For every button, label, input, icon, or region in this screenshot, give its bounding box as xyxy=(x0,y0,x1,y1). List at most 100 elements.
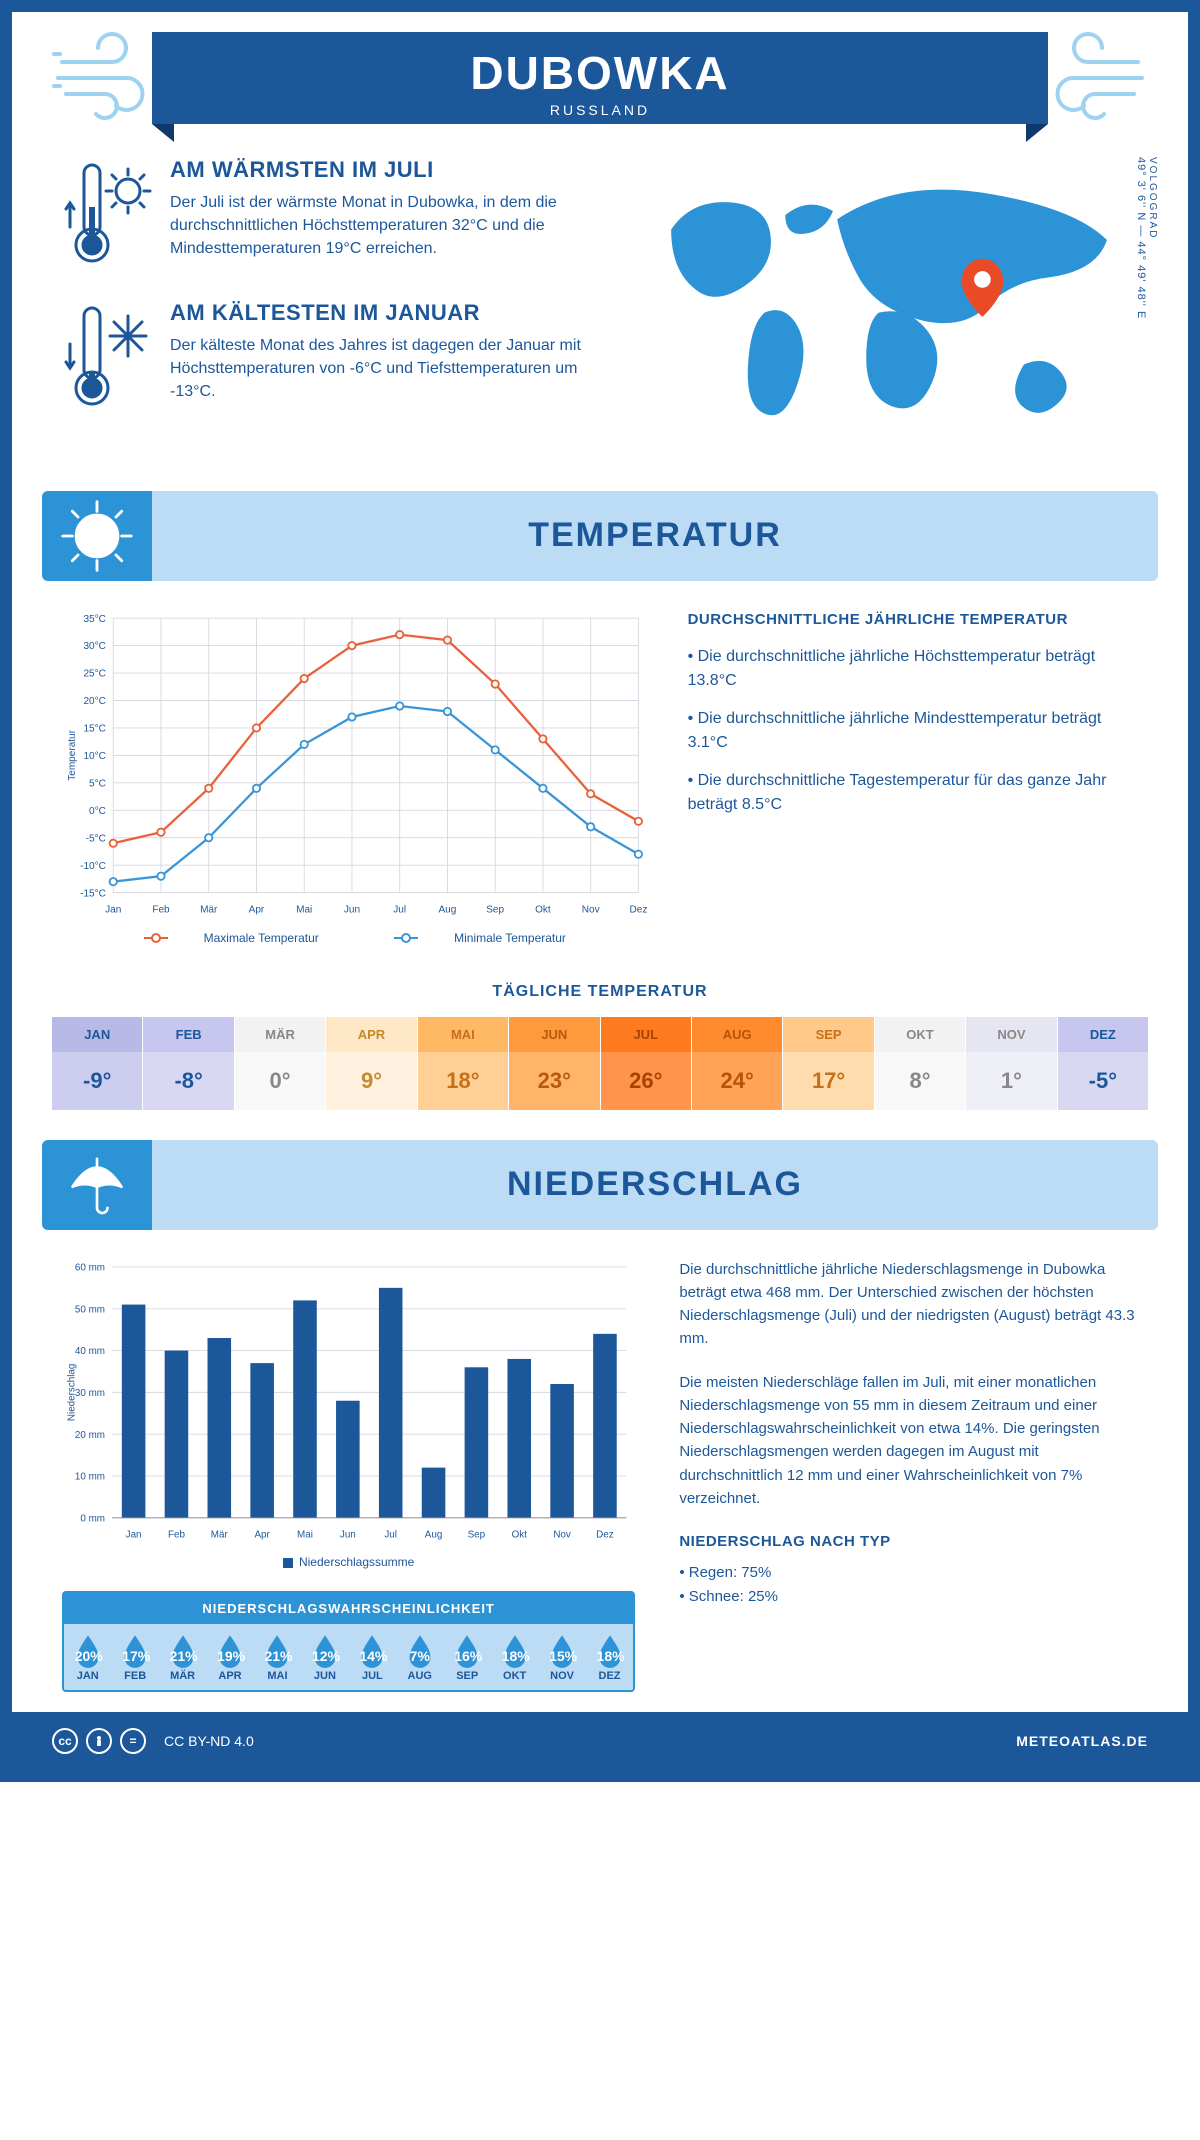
license-text: CC BY-ND 4.0 xyxy=(164,1733,254,1749)
svg-text:Mai: Mai xyxy=(297,1529,313,1540)
svg-text:Dez: Dez xyxy=(629,904,647,915)
svg-text:Jul: Jul xyxy=(384,1529,397,1540)
daily-temp-table: JAN -9° FEB -8° MÄR 0° APR 9° MAI 18° JU… xyxy=(52,1017,1148,1110)
section-header-precipitation: NIEDERSCHLAG xyxy=(42,1140,1158,1230)
footer: cc = CC BY-ND 4.0 METEOATLAS.DE xyxy=(12,1712,1188,1770)
section-header-temperature: TEMPERATUR xyxy=(42,491,1158,581)
precip-p2: Die meisten Niederschläge fallen im Juli… xyxy=(679,1371,1138,1511)
svg-text:Apr: Apr xyxy=(254,1529,270,1540)
daily-cell: MAI 18° xyxy=(418,1017,509,1110)
svg-text:Mär: Mär xyxy=(200,904,218,915)
svg-text:Apr: Apr xyxy=(249,904,265,915)
svg-text:0 mm: 0 mm xyxy=(80,1513,105,1524)
fact-coldest: AM KÄLTESTEN IM JANUAR Der kälteste Mona… xyxy=(62,300,610,415)
svg-text:Nov: Nov xyxy=(582,904,600,915)
temp-summary-heading: DURCHSCHNITTLICHE JÄHRLICHE TEMPERATUR xyxy=(688,609,1138,632)
svg-text:Feb: Feb xyxy=(152,904,170,915)
daily-cell: SEP 17° xyxy=(783,1017,874,1110)
country-name: RUSSLAND xyxy=(152,102,1048,118)
facts-section: AM WÄRMSTEN IM JULI Der Juli ist der wär… xyxy=(12,127,1188,473)
title-banner: DUBOWKA RUSSLAND xyxy=(172,32,1028,124)
probability-cell: 20% JAN xyxy=(64,1624,111,1690)
svg-text:-10°C: -10°C xyxy=(80,860,106,871)
svg-text:-15°C: -15°C xyxy=(80,888,106,899)
svg-text:Dez: Dez xyxy=(596,1529,614,1540)
coordinates: VOLGOGRAD 49° 3' 6'' N — 44° 49' 48'' E xyxy=(1135,157,1158,319)
cc-icon: cc xyxy=(52,1728,78,1754)
nd-icon: = xyxy=(120,1728,146,1754)
svg-text:Jun: Jun xyxy=(340,1529,356,1540)
daily-cell: FEB -8° xyxy=(143,1017,234,1110)
daily-cell: APR 9° xyxy=(326,1017,417,1110)
thermometer-cold-icon xyxy=(62,300,152,415)
by-icon xyxy=(86,1728,112,1754)
fact-warm-text: Der Juli ist der wärmste Monat in Dubowk… xyxy=(170,191,590,261)
sun-icon xyxy=(42,491,152,581)
daily-cell: OKT 8° xyxy=(875,1017,966,1110)
probability-cell: 16% SEP xyxy=(444,1624,491,1690)
probability-cell: 19% APR xyxy=(206,1624,253,1690)
wind-icon-right xyxy=(1028,32,1148,127)
precip-type-rain: • Regen: 75% xyxy=(679,1561,1138,1584)
daily-cell: AUG 24° xyxy=(692,1017,783,1110)
svg-text:Okt: Okt xyxy=(535,904,551,915)
svg-text:35°C: 35°C xyxy=(83,613,105,624)
svg-text:10°C: 10°C xyxy=(83,751,105,762)
precip-legend: Niederschlagssumme xyxy=(62,1555,635,1569)
svg-text:Aug: Aug xyxy=(438,904,456,915)
page-frame: DUBOWKA RUSSLAND xyxy=(0,0,1200,1782)
world-map: VOLGOGRAD 49° 3' 6'' N — 44° 49' 48'' E xyxy=(640,157,1138,453)
site-name: METEOATLAS.DE xyxy=(1016,1733,1148,1749)
probability-cell: 12% JUN xyxy=(301,1624,348,1690)
svg-text:25°C: 25°C xyxy=(83,668,105,679)
svg-text:40 mm: 40 mm xyxy=(75,1346,105,1357)
header: DUBOWKA RUSSLAND xyxy=(12,12,1188,127)
license: cc = CC BY-ND 4.0 xyxy=(52,1728,254,1754)
daily-cell: DEZ -5° xyxy=(1058,1017,1148,1110)
daily-cell: JUN 23° xyxy=(509,1017,600,1110)
thermometer-hot-icon xyxy=(62,157,152,272)
svg-text:10 mm: 10 mm xyxy=(75,1471,105,1482)
svg-text:Sep: Sep xyxy=(486,904,504,915)
svg-text:Nov: Nov xyxy=(553,1529,571,1540)
temperature-summary: DURCHSCHNITTLICHE JÄHRLICHE TEMPERATUR •… xyxy=(688,609,1138,945)
temp-summary-p3: • Die durchschnittliche Tagestemperatur … xyxy=(688,769,1138,817)
precipitation-bar-chart: 0 mm10 mm20 mm30 mm40 mm50 mm60 mmNieder… xyxy=(62,1258,635,1570)
svg-text:Temperatur: Temperatur xyxy=(67,729,78,780)
probability-cell: 21% MAI xyxy=(254,1624,301,1690)
fact-cold-text: Der kälteste Monat des Jahres ist dagege… xyxy=(170,334,590,404)
svg-text:Niederschlag: Niederschlag xyxy=(67,1363,78,1420)
daily-temp-title: TÄGLICHE TEMPERATUR xyxy=(12,983,1188,1001)
probability-title: NIEDERSCHLAGSWAHRSCHEINLICHKEIT xyxy=(64,1593,633,1624)
daily-cell: JUL 26° xyxy=(601,1017,692,1110)
fact-warmest: AM WÄRMSTEN IM JULI Der Juli ist der wär… xyxy=(62,157,610,272)
daily-cell: JAN -9° xyxy=(52,1017,143,1110)
svg-text:Jun: Jun xyxy=(344,904,360,915)
svg-text:30 mm: 30 mm xyxy=(75,1388,105,1399)
svg-text:-5°C: -5°C xyxy=(86,833,106,844)
probability-cell: 15% NOV xyxy=(538,1624,585,1690)
svg-text:Mär: Mär xyxy=(211,1529,229,1540)
svg-text:Jan: Jan xyxy=(105,904,121,915)
precipitation-title: NIEDERSCHLAG xyxy=(152,1165,1158,1204)
svg-text:Feb: Feb xyxy=(168,1529,185,1540)
svg-text:50 mm: 50 mm xyxy=(75,1304,105,1315)
probability-cell: 18% OKT xyxy=(491,1624,538,1690)
precip-type-snow: • Schnee: 25% xyxy=(679,1585,1138,1608)
city-name: DUBOWKA xyxy=(152,46,1048,100)
svg-text:20°C: 20°C xyxy=(83,696,105,707)
precipitation-summary: Die durchschnittliche jährliche Niedersc… xyxy=(679,1258,1138,1693)
probability-cell: 21% MÄR xyxy=(159,1624,206,1690)
precip-probability-table: NIEDERSCHLAGSWAHRSCHEINLICHKEIT 20% JAN … xyxy=(62,1591,635,1692)
temp-summary-p2: • Die durchschnittliche jährliche Mindes… xyxy=(688,707,1138,755)
fact-warm-title: AM WÄRMSTEN IM JULI xyxy=(170,157,590,183)
svg-text:0°C: 0°C xyxy=(89,805,106,816)
temperature-title: TEMPERATUR xyxy=(152,516,1158,555)
probability-cell: 14% JUL xyxy=(349,1624,396,1690)
daily-cell: NOV 1° xyxy=(966,1017,1057,1110)
svg-text:Jan: Jan xyxy=(126,1529,142,1540)
svg-text:Jul: Jul xyxy=(393,904,406,915)
svg-text:15°C: 15°C xyxy=(83,723,105,734)
precip-p1: Die durchschnittliche jährliche Niedersc… xyxy=(679,1258,1138,1351)
umbrella-icon xyxy=(42,1140,152,1230)
